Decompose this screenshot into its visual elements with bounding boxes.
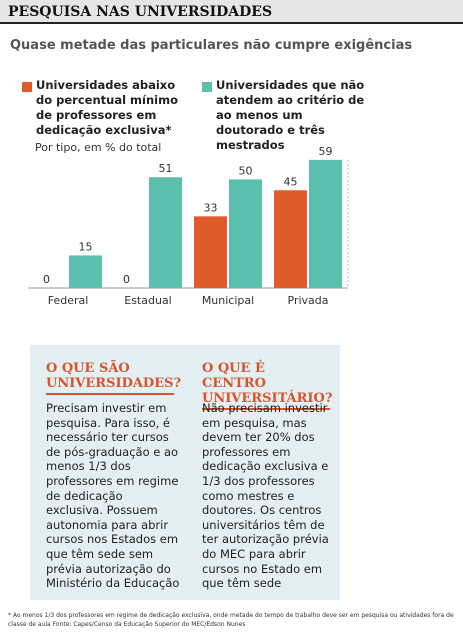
title: PESQUISA NAS UNIVERSIDADES <box>0 0 463 24</box>
box-title: O QUE SÃO UNIVERSIDADES? <box>46 361 181 395</box>
bar <box>309 159 342 288</box>
value-label: 59 <box>319 145 333 158</box>
value-label: 0 <box>43 273 50 286</box>
x-tick-label: Municipal <box>202 294 254 307</box>
box-text: Não precisam investir em pesquisa, mas d… <box>202 401 329 591</box>
value-label: 0 <box>123 273 130 286</box>
legend-swatch <box>22 82 32 92</box>
bar <box>149 177 182 288</box>
footnote: * Ao menos 1/3 dos professores em regime… <box>8 612 454 628</box>
value-label: 33 <box>204 201 218 214</box>
bar <box>229 179 262 288</box>
chart: Por tipo, em % do total Federal 0 15 Estadu… <box>28 141 349 307</box>
x-tick-label: Estadual <box>124 294 172 307</box>
x-tick-label: Privada <box>288 294 329 307</box>
subtitle: Quase metade das particulares não cumpre… <box>10 38 413 53</box>
box-title: O QUE É CENTRO UNIVERSITÁRIO? <box>202 361 332 410</box>
legend-label: Universidades abaixo do percentual mínim… <box>36 78 178 137</box>
bar <box>194 216 227 288</box>
value-label: 50 <box>239 164 253 177</box>
legend-swatch <box>202 82 212 92</box>
axis-label: Por tipo, em % do total <box>35 141 161 154</box>
x-tick-label: Federal <box>48 294 89 307</box>
bar <box>274 190 307 288</box>
bar <box>69 255 102 288</box>
value-label: 15 <box>79 240 93 253</box>
value-label: 45 <box>284 175 298 188</box>
value-label: 51 <box>159 162 173 175</box>
info-panel: O QUE SÃO UNIVERSIDADES? Precisam invest… <box>30 345 340 600</box>
legend-label: Universidades que não atendem ao critéri… <box>216 78 365 152</box>
box-text: Precisam investir em pesquisa. Para isso… <box>46 401 180 591</box>
